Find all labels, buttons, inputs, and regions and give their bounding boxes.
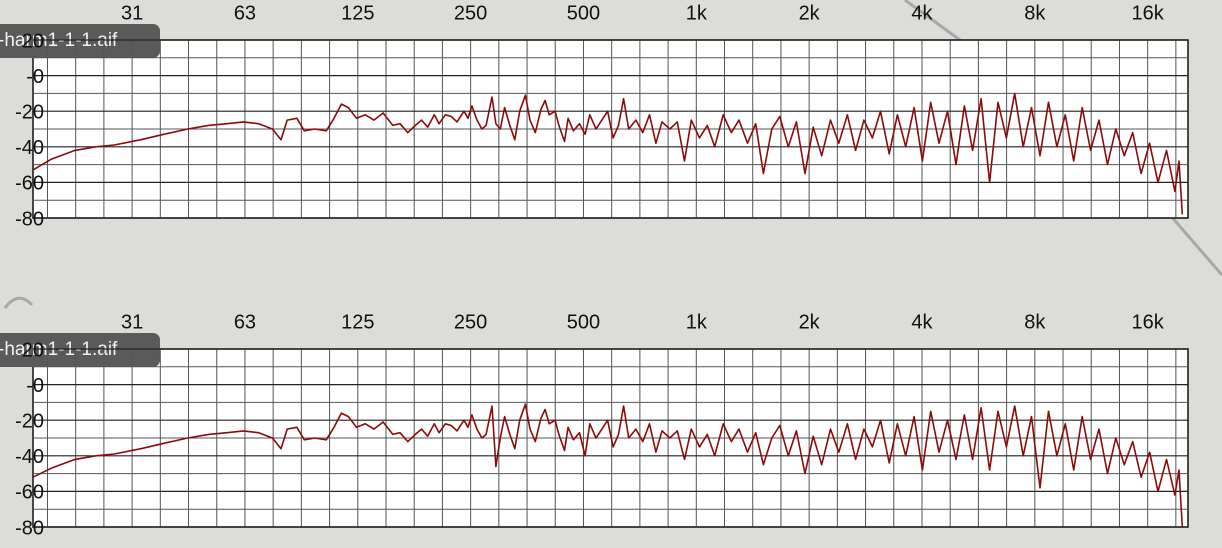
x-tick-label: 8k (1024, 311, 1046, 333)
x-tick-label: 31 (121, 2, 143, 24)
x-tick-label: 250 (454, 311, 487, 333)
y-tick-label: -0 (26, 375, 44, 397)
x-tick-label: 4k (911, 2, 933, 24)
x-tick-label: 2k (799, 2, 821, 24)
x-tick-label: 2k (799, 311, 821, 333)
y-tick-label: 20 (22, 30, 44, 52)
x-tick-label: 16k (1132, 2, 1165, 24)
y-tick-label: -0 (26, 66, 44, 88)
x-tick-label: 63 (234, 2, 256, 24)
spectrum-line (32, 403, 1184, 528)
y-tick-label: 20 (22, 339, 44, 361)
source-tab (0, 24, 160, 58)
x-tick-label: 63 (234, 311, 256, 333)
x-tick-label: 1k (686, 2, 708, 24)
y-tick-label: -60 (15, 482, 44, 504)
x-tick-label: 1k (686, 311, 708, 333)
y-tick-label: -60 (15, 173, 44, 195)
x-tick-label: 125 (341, 311, 374, 333)
x-tick-label: 8k (1024, 2, 1046, 24)
patch-cord (3, 296, 34, 309)
x-tick-label: 250 (454, 2, 487, 24)
x-tick-label: 500 (567, 311, 600, 333)
y-tick-label: -40 (15, 446, 44, 468)
spectrum-line (32, 92, 1184, 215)
x-tick-label: 16k (1132, 311, 1165, 333)
y-tick-label: -80 (15, 208, 44, 230)
y-tick-label: -20 (15, 410, 44, 432)
source-tab (0, 333, 160, 367)
x-tick-label: 31 (121, 311, 143, 333)
y-tick-label: -40 (15, 137, 44, 159)
patch-cord (904, 0, 1222, 276)
x-tick-label: 125 (341, 2, 374, 24)
y-tick-label: -80 (15, 517, 44, 539)
x-tick-label: 500 (567, 2, 600, 24)
y-tick-label: -20 (15, 101, 44, 123)
x-tick-label: 4k (911, 311, 933, 333)
